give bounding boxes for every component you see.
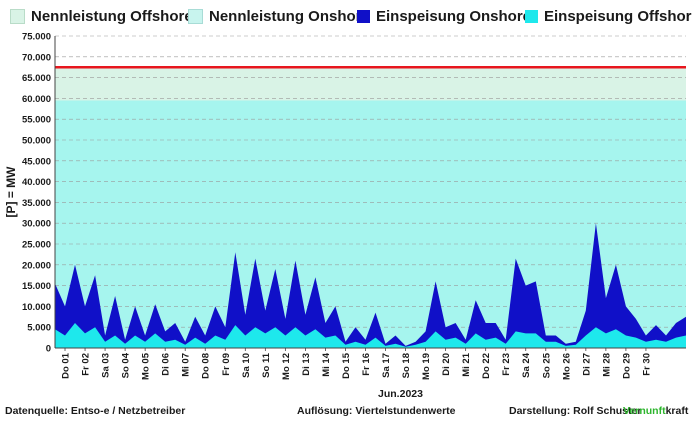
legend-swatch-einspeisung-offshore	[525, 10, 538, 23]
x-tick-label: Fr 23	[501, 353, 512, 376]
x-tick-label: Fr 16	[361, 353, 372, 376]
y-tick-label: 60.000	[22, 94, 51, 105]
brand-dark-part: kraft	[665, 405, 689, 417]
x-tick-label: So 04	[121, 352, 132, 378]
legend-label-einspeisung-offshore: Einspeisung Offshore	[544, 8, 692, 25]
legend-swatch-nennleistung-offshore	[10, 9, 25, 24]
x-tick-label: Di 27	[581, 353, 592, 376]
x-tick-label: Mi 14	[321, 352, 332, 376]
x-tick-label: Mo 19	[421, 353, 432, 380]
brand-green-part: Vernunft	[623, 405, 666, 417]
x-tick-label: Fr 02	[81, 353, 92, 376]
footer-source: Datenquelle: Entso-e / Netzbetreiber	[5, 405, 186, 417]
y-tick-label: 25.000	[22, 240, 51, 251]
legend-label-einspeisung-onshore: Einspeisung Onshore	[376, 8, 532, 25]
legend-item-nennleistung-onshore: Nennleistung Onshore	[188, 8, 370, 25]
series-einspeisung-offshore	[55, 323, 686, 348]
x-tick-label: Di 13	[301, 353, 312, 376]
x-tick-label: Mo 05	[141, 352, 152, 380]
y-tick-label: 15.000	[22, 281, 51, 292]
x-tick-label: Do 29	[621, 353, 632, 379]
legend-swatch-nennleistung-onshore	[188, 9, 203, 24]
y-tick-label: 35.000	[22, 198, 51, 209]
x-tick-label: Mo 12	[281, 353, 292, 380]
legend-item-einspeisung-offshore: Einspeisung Offshore	[525, 8, 692, 25]
x-tick-label: Mi 28	[601, 353, 612, 377]
y-tick-label: 50.000	[22, 136, 51, 147]
y-tick-label: 70.000	[22, 52, 51, 63]
x-tick-label: So 25	[541, 352, 552, 378]
x-tick-label: Do 15	[341, 352, 352, 379]
x-tick-label: Fr 09	[221, 353, 232, 376]
x-tick-label: Sa 24	[521, 352, 532, 378]
nennleistung-offshore-band	[55, 67, 686, 101]
y-tick-label: 0	[46, 344, 51, 355]
y-tick-label: 45.000	[22, 156, 51, 167]
x-axis-label: Jun.2023	[378, 388, 423, 400]
x-tick-label: Mi 07	[181, 353, 192, 377]
x-tick-label: Do 22	[481, 353, 492, 379]
footer-author: Darstellung: Rolf Schuster	[509, 405, 642, 417]
footer-resolution: Auflösung: Viertelstundenwerte	[297, 405, 456, 417]
x-tick-label: Sa 10	[241, 353, 252, 378]
power-area-chart: 0 5.000 10.000 15.000 20.000 25.000 30.000 35.0…	[4, 32, 686, 400]
chart-legend: Nennleistung Offshore Nennleistung Onsho…	[0, 2, 692, 30]
y-tick-label: 5.000	[27, 323, 51, 334]
y-tick-label: 40.000	[22, 177, 51, 188]
legend-swatch-einspeisung-onshore	[357, 10, 370, 23]
x-tick-label: So 11	[261, 352, 272, 378]
y-tick-label: 10.000	[22, 302, 51, 313]
y-axis-label: [P] = MW	[4, 166, 18, 218]
series-einspeisung-onshore	[55, 223, 686, 348]
footer-brand: Vernunftkraft	[623, 405, 688, 417]
y-tick-label: 30.000	[22, 219, 51, 230]
legend-label-nennleistung-onshore: Nennleistung Onshore	[209, 8, 370, 25]
x-tick-label: Sa 17	[381, 353, 392, 378]
y-tick-label: 55.000	[22, 115, 51, 126]
x-tick-label: Do 01	[61, 352, 72, 379]
y-tick-label: 20.000	[22, 260, 51, 271]
legend-item-nennleistung-offshore: Nennleistung Offshore	[10, 8, 193, 25]
x-tick-label: Mi 21	[461, 352, 472, 376]
y-tick-label: 65.000	[22, 73, 51, 84]
x-tick-label: Mo 26	[561, 353, 572, 380]
x-tick-label: So 18	[401, 353, 412, 378]
nennleistung-onshore-band	[55, 100, 686, 348]
x-tick-label: Fr 30	[641, 353, 652, 376]
x-tick-label: Do 08	[201, 353, 212, 379]
x-tick-label: Di 06	[161, 353, 172, 376]
x-tick-label: Di 20	[441, 353, 452, 376]
legend-item-einspeisung-onshore: Einspeisung Onshore	[357, 8, 531, 25]
legend-label-nennleistung-offshore: Nennleistung Offshore	[31, 8, 193, 25]
y-tick-label: 75.000	[22, 32, 51, 43]
x-tick-label: Sa 03	[101, 353, 112, 378]
